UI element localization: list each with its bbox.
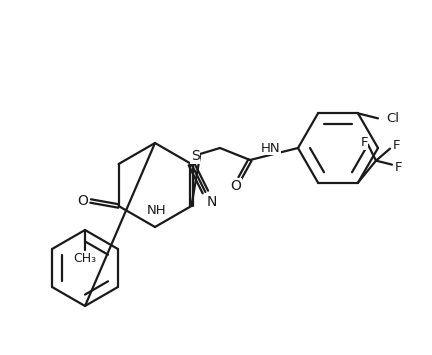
Text: NH: NH [147,204,167,217]
Text: S: S [191,149,200,163]
Text: F: F [392,139,400,152]
Text: HN: HN [260,142,280,154]
Text: Cl: Cl [386,112,399,125]
Text: O: O [231,179,241,193]
Text: CH₃: CH₃ [73,251,97,264]
Text: N: N [206,195,216,209]
Text: O: O [77,194,88,208]
Text: F: F [360,136,368,149]
Text: F: F [394,161,402,174]
